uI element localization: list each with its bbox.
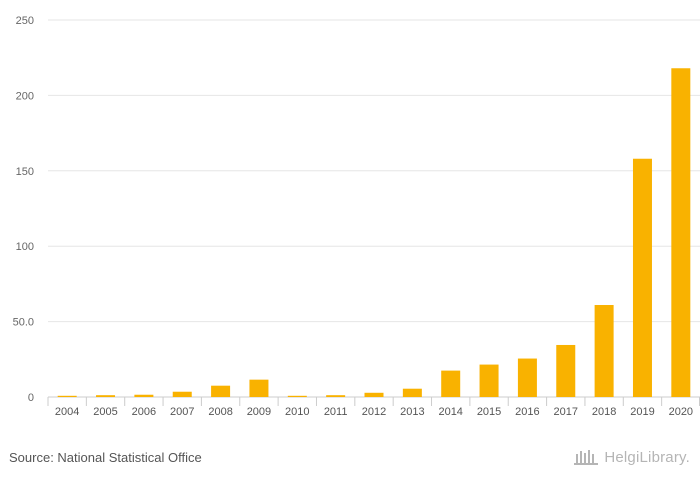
- bar: [517, 358, 537, 397]
- y-tick-label: 0: [28, 392, 34, 404]
- x-tick-label: 2010: [285, 406, 309, 418]
- bar: [556, 344, 576, 397]
- bar: [594, 305, 614, 397]
- bar: [134, 394, 154, 397]
- x-tick-label: 2018: [592, 406, 616, 418]
- x-tick-label: 2014: [438, 406, 462, 418]
- bar: [671, 68, 691, 398]
- y-tick-label: 200: [16, 90, 34, 102]
- source-note: Source: National Statistical Office: [9, 450, 202, 465]
- bar: [326, 395, 346, 397]
- x-tick-label: 2013: [400, 406, 424, 418]
- y-tick-label: 150: [16, 166, 34, 178]
- x-tick-label: 2015: [477, 406, 501, 418]
- y-tick-label: 250: [16, 15, 34, 27]
- helgi-library-logo[interactable]: HelgiLibrary.: [574, 448, 690, 466]
- bar: [287, 395, 307, 397]
- x-tick-label: 2004: [55, 406, 79, 418]
- bar: [249, 379, 269, 397]
- bar: [632, 158, 652, 397]
- x-tick-label: 2011: [324, 406, 348, 418]
- x-tick-label: 2020: [669, 406, 693, 418]
- bar: [211, 385, 231, 397]
- bar: [96, 395, 116, 397]
- bar: [57, 395, 77, 397]
- bar: [172, 391, 192, 397]
- y-tick-label: 100: [16, 241, 34, 253]
- x-tick-label: 2006: [132, 406, 156, 418]
- x-tick-label: 2016: [515, 406, 539, 418]
- brand-name: HelgiLibrary.: [604, 448, 690, 466]
- x-tick-label: 2008: [208, 406, 232, 418]
- x-tick-label: 2007: [170, 406, 194, 418]
- x-tick-label: 2012: [362, 406, 386, 418]
- x-tick-label: 2019: [630, 406, 654, 418]
- x-tick-label: 2005: [93, 406, 117, 418]
- y-tick-label: 50.0: [13, 317, 34, 329]
- library-logo-icon: [574, 450, 599, 465]
- x-tick-label: 2017: [554, 406, 578, 418]
- x-tick-label: 2009: [247, 406, 271, 418]
- bar: [402, 388, 422, 397]
- bar: [441, 370, 461, 397]
- bar: [479, 364, 499, 397]
- bar: [364, 392, 384, 397]
